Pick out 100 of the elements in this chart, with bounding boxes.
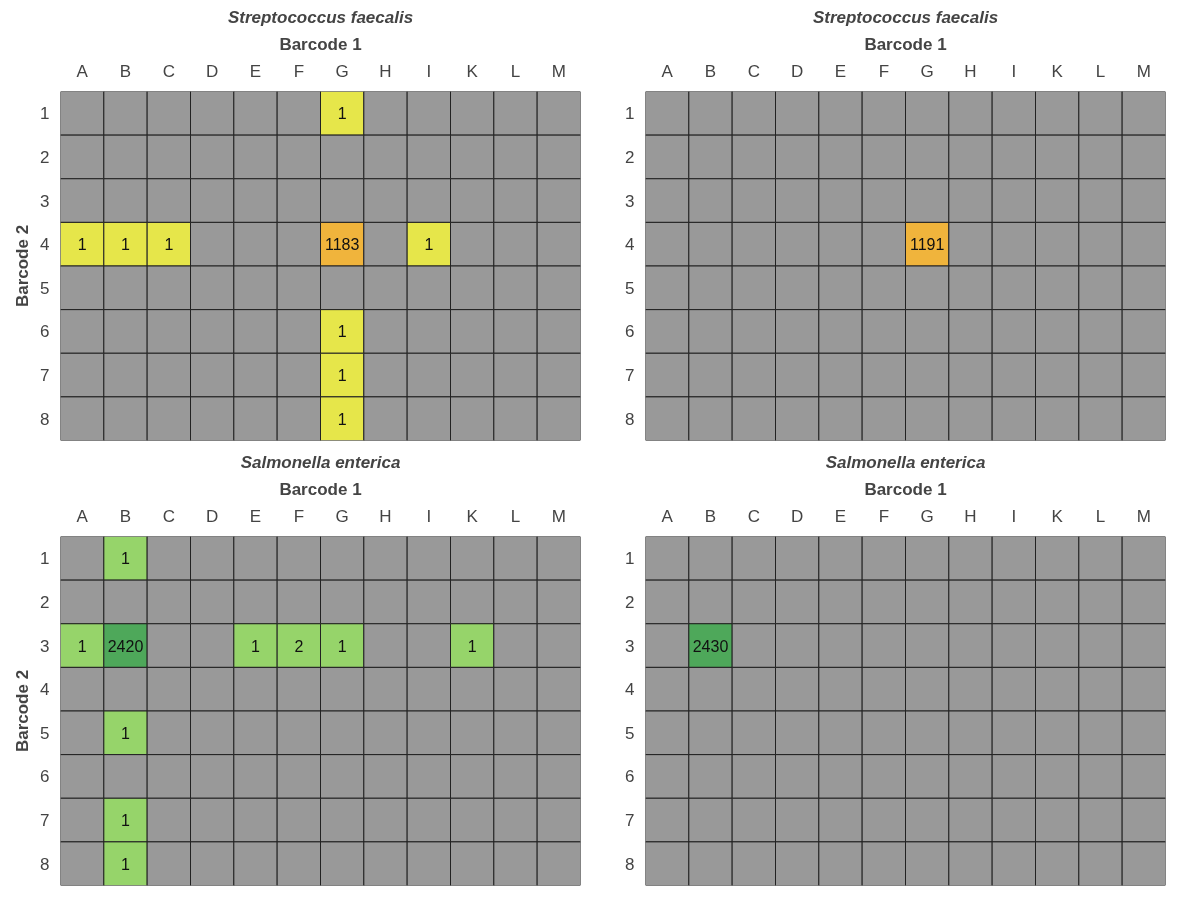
data-label: 1183 (324, 236, 360, 254)
x-tick-label: E (249, 506, 262, 526)
x-tick-label: B (704, 61, 717, 81)
y-tick-label: 4 (625, 680, 635, 700)
data-label: 1 (77, 637, 87, 655)
x-tick-label: B (119, 506, 132, 526)
data-label: 2 (294, 637, 304, 655)
x-tick-label: I (1011, 61, 1017, 81)
y-tick-label: 2 (625, 147, 635, 167)
y-tick-label: 8 (40, 854, 50, 874)
x-axis-title: Barcode 1 (279, 34, 362, 54)
x-tick-label: M (551, 61, 566, 81)
chart-title: Salmonella enterica (240, 452, 401, 472)
x-tick-label: B (119, 61, 132, 81)
y-tick-label: 8 (625, 409, 635, 429)
data-label: 1191 (909, 236, 945, 254)
y-tick-label: 3 (40, 636, 50, 656)
x-tick-label: H (379, 61, 392, 81)
x-tick-label: L (1095, 61, 1106, 81)
y-tick-label: 5 (40, 723, 50, 743)
x-tick-label: C (162, 506, 175, 526)
x-tick-label: H (964, 506, 977, 526)
data-label: 1 (121, 236, 131, 254)
data-label: 1 (337, 637, 347, 655)
x-tick-label: I (426, 506, 432, 526)
data-label: 1 (251, 637, 261, 655)
x-tick-label: B (704, 506, 717, 526)
x-tick-label: C (162, 61, 175, 81)
y-tick-label: 5 (40, 278, 50, 298)
y-tick-label: 1 (625, 104, 635, 124)
x-tick-label: G (335, 61, 349, 81)
y-tick-label: 3 (625, 636, 635, 656)
data-label: 2420 (107, 637, 144, 655)
x-tick-label: A (661, 506, 674, 526)
x-tick-label: G (920, 61, 934, 81)
y-tick-label: 2 (625, 592, 635, 612)
x-tick-label: F (293, 506, 305, 526)
y-tick-label: 3 (40, 191, 50, 211)
data-label: 1 (337, 367, 347, 385)
y-tick-label: 1 (625, 549, 635, 569)
x-tick-label: K (466, 61, 479, 81)
x-tick-label: D (206, 61, 219, 81)
x-tick-label: F (878, 61, 890, 81)
chart-title: Streptococcus faecalis (227, 7, 414, 27)
x-tick-label: K (1051, 506, 1064, 526)
x-tick-label: I (1011, 506, 1017, 526)
y-tick-label: 7 (625, 811, 635, 831)
y-tick-label: 4 (40, 680, 50, 700)
data-label: 1 (164, 236, 174, 254)
y-tick-label: 6 (625, 767, 635, 787)
y-tick-label: 2 (40, 147, 50, 167)
y-tick-label: 1 (40, 549, 50, 569)
chart-title: Streptococcus faecalis (812, 7, 999, 27)
data-label: 2430 (692, 637, 729, 655)
x-tick-label: C (747, 61, 760, 81)
data-label: 1 (121, 855, 131, 873)
y-axis-title: Barcode 2 (13, 669, 33, 753)
x-tick-label: L (510, 506, 521, 526)
y-tick-label: 7 (625, 366, 635, 386)
y-tick-label: 8 (625, 854, 635, 874)
x-tick-label: L (510, 61, 521, 81)
x-tick-label: G (920, 506, 934, 526)
x-tick-label: M (1136, 61, 1151, 81)
y-tick-label: 2 (40, 592, 50, 612)
data-label: 1 (467, 637, 477, 655)
y-tick-label: 6 (40, 322, 50, 342)
x-tick-label: A (76, 61, 89, 81)
x-tick-label: D (791, 506, 804, 526)
x-tick-label: A (76, 506, 89, 526)
x-tick-label: H (964, 61, 977, 81)
y-tick-label: 4 (40, 235, 50, 255)
y-axis-title: Barcode 2 (13, 224, 33, 308)
data-label: 1 (121, 550, 131, 568)
x-tick-label: H (379, 506, 392, 526)
y-tick-label: 7 (40, 811, 50, 831)
y-tick-label: 3 (625, 191, 635, 211)
x-axis-title: Barcode 1 (279, 479, 362, 499)
x-axis-title: Barcode 1 (864, 479, 947, 499)
x-tick-label: G (335, 506, 349, 526)
x-tick-label: F (878, 506, 890, 526)
chart-title: Salmonella enterica (825, 452, 986, 472)
x-tick-label: F (293, 61, 305, 81)
data-label: 1 (424, 236, 434, 254)
x-tick-label: A (661, 61, 674, 81)
y-tick-label: 5 (625, 278, 635, 298)
y-tick-label: 7 (40, 366, 50, 386)
x-tick-label: C (747, 506, 760, 526)
x-tick-label: L (1095, 506, 1106, 526)
data-label: 1 (337, 323, 347, 341)
x-tick-label: E (834, 506, 847, 526)
data-label: 1 (77, 236, 87, 254)
x-tick-label: M (1136, 506, 1151, 526)
y-tick-label: 1 (40, 104, 50, 124)
y-tick-label: 5 (625, 723, 635, 743)
x-tick-label: I (426, 61, 432, 81)
x-tick-label: D (206, 506, 219, 526)
y-tick-label: 6 (40, 767, 50, 787)
data-label: 1 (337, 410, 347, 428)
x-tick-label: K (1051, 61, 1064, 81)
x-tick-label: K (466, 506, 479, 526)
